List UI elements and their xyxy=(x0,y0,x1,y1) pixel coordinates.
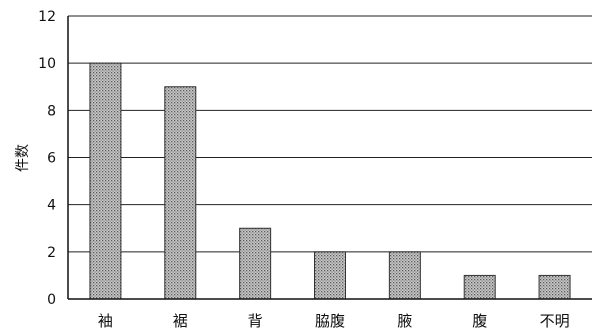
x-tick-label: 腹 xyxy=(472,312,487,330)
y-tick-label: 10 xyxy=(38,56,56,72)
bar-腋 xyxy=(388,251,421,300)
y-tick-label: 12 xyxy=(38,9,56,25)
bar-脇腹 xyxy=(314,251,346,300)
x-tick-label: 脇腹 xyxy=(315,312,345,330)
x-tick-label: 不明 xyxy=(540,312,570,330)
axes xyxy=(67,16,592,300)
y-axis-label: 件数 xyxy=(15,144,31,172)
y-tick-label: 6 xyxy=(47,151,56,167)
y-tick-label: 2 xyxy=(47,245,56,261)
y-tick-label: 0 xyxy=(47,292,56,308)
bar-背 xyxy=(239,227,272,300)
y-tick-labels: 0 2 4 6 8 10 12 xyxy=(38,9,56,308)
x-tick-label: 腋 xyxy=(397,312,412,330)
x-tick-label: 背 xyxy=(248,312,263,330)
bar-裾 xyxy=(164,86,197,300)
x-tick-label: 裾 xyxy=(173,312,188,330)
x-tick-label: 袖 xyxy=(98,312,113,330)
bar-腹 xyxy=(463,274,496,300)
y-tick-label: 8 xyxy=(47,103,56,119)
bars xyxy=(89,62,571,300)
bar-不明 xyxy=(538,274,571,300)
y-tick-label: 4 xyxy=(47,198,56,214)
x-tick-labels: 袖 裾 背 脇腹 腋 腹 不明 xyxy=(98,312,570,330)
bar-袖 xyxy=(89,62,122,300)
gridlines xyxy=(68,15,592,253)
